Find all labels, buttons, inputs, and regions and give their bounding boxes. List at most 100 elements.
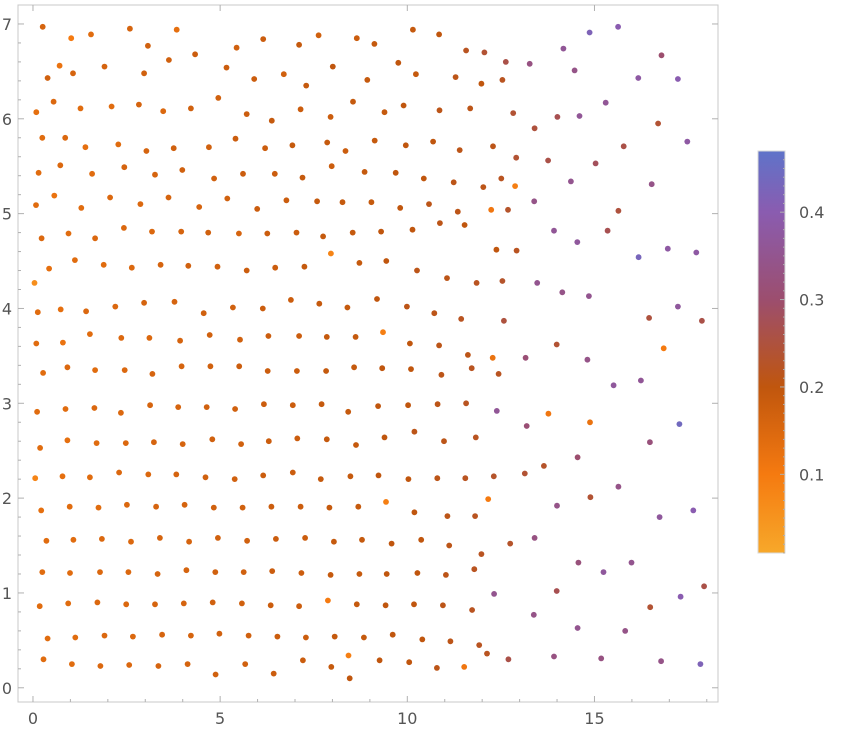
data-point	[43, 537, 50, 544]
data-point	[364, 77, 371, 83]
data-point	[44, 635, 51, 642]
data-point	[505, 656, 512, 663]
data-point	[206, 144, 212, 151]
data-point	[574, 625, 581, 631]
data-point	[328, 664, 335, 670]
data-point	[490, 473, 497, 480]
colorbar-tick-label: 0.4	[799, 203, 824, 222]
data-point	[328, 250, 334, 257]
data-point	[418, 536, 425, 543]
data-point	[502, 59, 509, 65]
data-point	[223, 64, 230, 71]
data-point	[602, 99, 609, 106]
data-point	[157, 261, 164, 268]
data-point	[267, 602, 274, 609]
data-point	[419, 636, 426, 643]
data-point	[65, 600, 72, 607]
data-point	[89, 170, 95, 177]
data-point	[145, 42, 151, 49]
data-point	[136, 101, 142, 108]
data-point	[67, 570, 73, 576]
data-point	[664, 245, 671, 252]
data-point	[128, 264, 135, 271]
data-point	[434, 401, 441, 408]
data-point	[344, 304, 351, 311]
data-point	[587, 494, 594, 501]
data-point	[296, 41, 302, 48]
data-point	[473, 280, 480, 286]
data-point	[35, 169, 42, 176]
data-point	[325, 597, 331, 604]
data-point	[368, 199, 375, 206]
data-point	[447, 638, 454, 645]
data-point	[374, 296, 380, 302]
data-point	[327, 114, 334, 120]
data-point	[441, 438, 447, 445]
data-point	[122, 440, 129, 446]
data-point	[69, 661, 75, 667]
data-point	[675, 303, 681, 310]
data-point	[531, 125, 538, 132]
data-point	[461, 664, 468, 670]
data-point	[701, 583, 707, 590]
data-point	[66, 503, 73, 510]
data-point	[126, 25, 133, 32]
data-point	[352, 334, 359, 340]
data-point	[553, 588, 560, 594]
data-point	[345, 408, 352, 415]
data-point	[454, 208, 461, 215]
data-point	[586, 29, 593, 36]
data-point	[269, 568, 276, 574]
data-point	[426, 201, 432, 208]
data-point	[389, 631, 396, 638]
data-point	[323, 334, 330, 340]
data-point	[128, 538, 134, 545]
data-point	[408, 366, 414, 372]
data-point	[155, 663, 162, 669]
data-point	[100, 261, 107, 268]
data-point	[205, 229, 212, 236]
data-point	[505, 206, 511, 213]
data-point	[152, 171, 158, 178]
data-point	[143, 148, 150, 154]
data-point	[101, 63, 108, 70]
data-point	[230, 304, 236, 311]
data-point	[259, 305, 266, 312]
data-point	[65, 230, 72, 237]
data-point	[638, 377, 644, 384]
data-point	[254, 206, 261, 212]
data-point	[568, 178, 574, 185]
data-point	[414, 570, 421, 576]
data-point	[315, 32, 322, 39]
data-point	[238, 441, 245, 447]
data-point	[576, 113, 583, 119]
data-point	[300, 657, 306, 664]
data-point	[478, 80, 485, 87]
data-point	[349, 229, 356, 236]
data-point	[62, 406, 69, 412]
data-point	[522, 354, 529, 361]
data-point	[179, 167, 186, 173]
data-point	[87, 474, 93, 481]
data-point	[130, 633, 136, 640]
data-point	[64, 364, 71, 371]
data-point	[72, 257, 78, 263]
data-point	[345, 652, 352, 659]
data-point	[301, 263, 308, 270]
data-point	[271, 170, 278, 177]
y-tick-label: 7	[2, 15, 12, 34]
data-point	[443, 572, 449, 578]
data-point	[571, 67, 578, 74]
data-point	[676, 421, 683, 427]
data-point	[192, 51, 199, 58]
data-point	[420, 175, 427, 182]
data-point	[656, 514, 663, 520]
data-point	[541, 463, 547, 469]
data-point	[655, 120, 661, 127]
data-point	[382, 602, 389, 609]
data-point	[237, 336, 243, 343]
data-point	[342, 148, 349, 154]
data-point	[68, 35, 75, 42]
data-point	[463, 47, 469, 54]
data-point	[411, 601, 417, 608]
